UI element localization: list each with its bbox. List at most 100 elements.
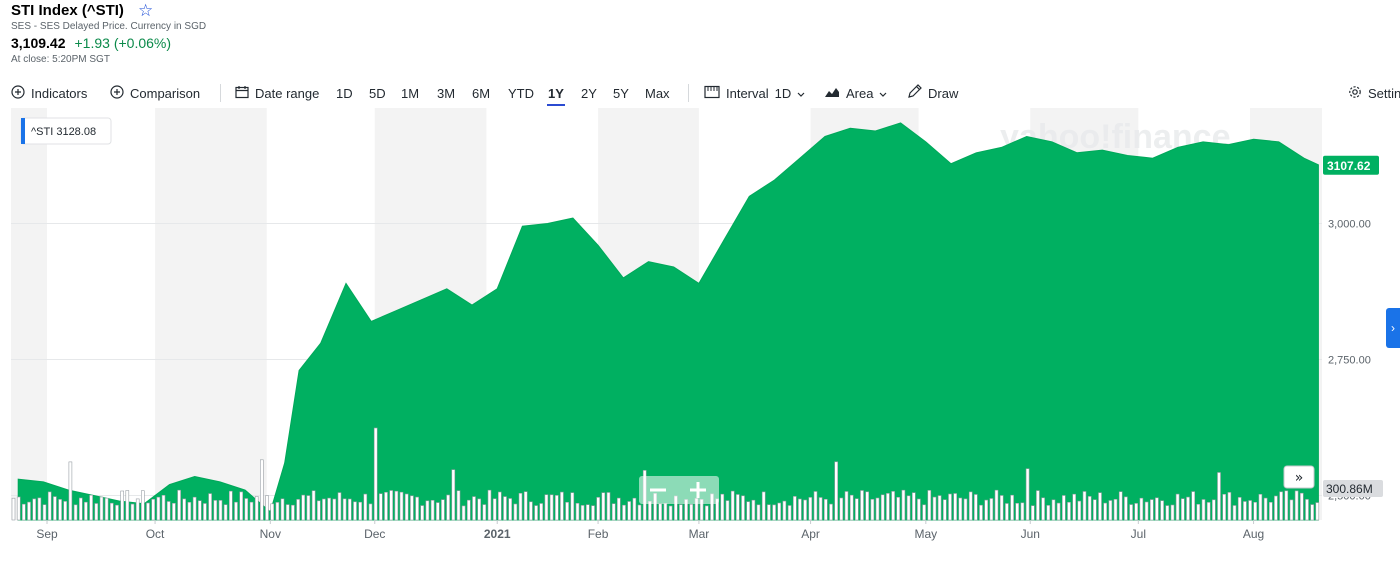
volume-bar [16,496,21,521]
volume-bar [1305,499,1309,521]
volume-bar [756,504,761,521]
star-icon[interactable]: ☆ [137,1,154,20]
range-3m[interactable]: 3M [437,85,456,101]
volume-bar [668,505,673,521]
range-1y[interactable]: 1Y [547,85,565,106]
volume-bar [244,498,249,521]
volume-bar [234,501,238,521]
volume-label: 300.86M [1326,482,1373,496]
volume-bar [104,497,109,521]
volume-bar [539,503,544,521]
range-6m[interactable]: 6M [472,85,491,101]
volume-bar [1118,491,1123,521]
volume-bar [906,495,911,521]
volume-bar [53,496,57,521]
volume-bar [1108,500,1113,521]
volume-bar [942,499,947,521]
volume-bar [1103,502,1107,521]
volume-bar [854,498,859,521]
volume-bar [518,492,523,521]
price-chart[interactable]: 2,500.002,750.003,000.00yahoo!financeSep… [0,108,1400,571]
chart-toolbar: Indicators Comparison Date range 1D 5D 1… [0,80,1400,106]
volume-bar [1062,495,1066,521]
volume-bar [922,504,926,521]
volume-bar [596,497,601,521]
volume-bar [203,503,207,521]
volume-bar [570,492,575,521]
volume-bar [1077,500,1082,521]
legend-color [21,118,25,144]
volume-bar [192,496,197,521]
volume-bar [792,496,797,521]
volume-bar [611,503,616,521]
volume-bar [1258,493,1263,521]
volume-bar [1093,499,1097,521]
volume-bar [1051,499,1056,521]
volume-bar [316,500,321,521]
area-chart-icon [824,86,840,101]
x-tick-label: Feb [588,527,609,541]
volume-bar [735,494,740,521]
range-2y[interactable]: 2Y [581,85,597,101]
volume-bar [896,496,901,521]
volume-bar [891,491,895,521]
volume-bar [373,427,378,521]
volume-bar [99,496,104,521]
volume-bar [1098,492,1102,521]
volume-bar [886,493,890,521]
date-range-button[interactable]: Date range [235,85,319,102]
range-1d[interactable]: 1D [336,85,353,101]
side-panel-toggle[interactable]: › [1386,308,1400,348]
volume-bar [529,501,533,521]
range-max[interactable]: Max [645,85,670,101]
interval-dropdown[interactable]: Interval 1D [704,85,805,102]
volume-bar [435,502,440,521]
volume-bar [161,494,166,521]
volume-bar [777,502,782,521]
y-tick-label: 2,750.00 [1328,355,1371,367]
draw-button[interactable]: Draw [907,84,958,102]
x-tick-label: Jun [1021,527,1040,541]
volume-bar [1212,499,1216,521]
volume-bar [151,498,155,521]
volume-bar [968,491,973,521]
indicators-button[interactable]: Indicators [11,84,88,102]
current-value-badge [1323,155,1379,175]
volume-bar [425,500,430,521]
volume-bar [1165,505,1170,521]
volume-bar [1310,504,1314,521]
volume-bar [358,501,363,521]
indicators-label: Indicators [31,85,88,101]
volume-bar [135,498,140,521]
volume-bar [394,490,399,521]
volume-bar [130,503,135,521]
settings-button[interactable]: Settings [1348,85,1400,102]
volume-bar [953,493,958,521]
volume-bar [125,490,130,521]
quote-change: +1.93 (+0.06%) [74,35,172,51]
volume-bar [1186,496,1190,521]
volume-bar [1222,493,1226,521]
comparison-button[interactable]: Comparison [110,84,200,102]
volume-bar [1289,499,1294,521]
volume-bar [166,501,171,521]
volume-bar [156,496,161,521]
toolbar-divider [688,84,689,102]
volume-bar [1284,490,1289,521]
range-1m[interactable]: 1M [401,85,420,101]
volume-bar [798,498,802,521]
volume-bar [198,500,202,521]
volume-bar [606,492,611,521]
volume-bar [89,494,93,521]
range-5y[interactable]: 5Y [613,85,629,101]
chevron-down-icon [797,86,805,101]
chart-type-dropdown[interactable]: Area [824,86,887,101]
volume-bar [834,461,839,521]
range-ytd[interactable]: YTD [508,85,534,101]
volume-bar [466,499,471,521]
scroll-to-end-button [1283,465,1315,489]
range-5d[interactable]: 5D [369,85,386,101]
volume-bar [291,504,295,521]
chart-area[interactable]: 2,500.002,750.003,000.00yahoo!financeSep… [0,108,1400,571]
volume-bar [1237,497,1242,521]
